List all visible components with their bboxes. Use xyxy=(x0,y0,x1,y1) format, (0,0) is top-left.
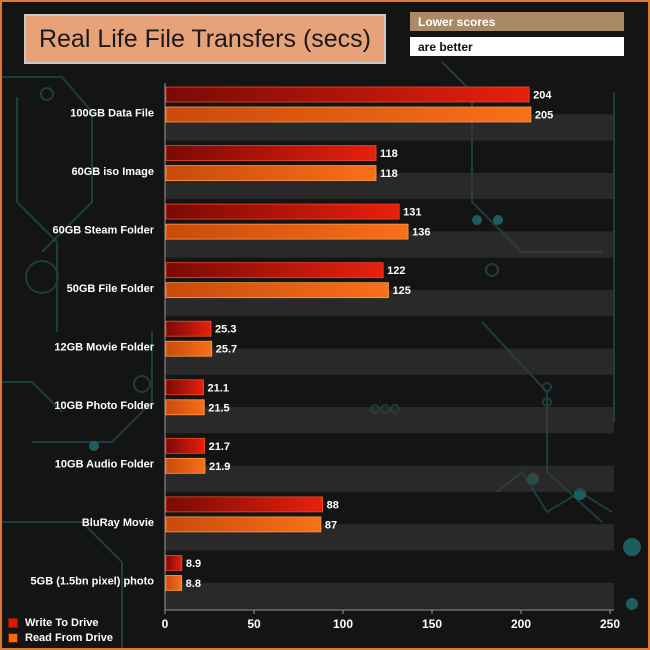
value-label-write: 25.3 xyxy=(215,324,236,336)
value-label-read: 25.7 xyxy=(216,344,237,356)
value-label-write: 21.7 xyxy=(209,441,230,453)
value-label-write: 204 xyxy=(533,90,552,102)
legend-swatch-write xyxy=(8,617,18,628)
bar-read xyxy=(165,165,377,181)
category-label: 50GB File Folder xyxy=(67,283,155,295)
bar-write xyxy=(165,86,530,103)
bar-write xyxy=(165,145,377,161)
category-label: 5GB (1.5bn pixel) photo xyxy=(31,576,155,588)
value-label-write: 131 xyxy=(403,207,421,219)
value-label-read: 21.5 xyxy=(208,402,229,414)
category-label: 12GB Movie Folder xyxy=(54,342,154,354)
category-band xyxy=(165,407,614,434)
x-tick-label: 200 xyxy=(511,617,531,631)
x-tick-label: 250 xyxy=(600,617,620,631)
legend-label-write: Write To Drive xyxy=(25,616,99,629)
value-label-write: 8.9 xyxy=(186,558,201,570)
bar-read xyxy=(165,457,206,474)
bar-write xyxy=(165,555,183,571)
bar-write xyxy=(165,262,384,279)
x-tick-label: 0 xyxy=(162,617,169,631)
bar-write xyxy=(165,379,204,396)
category-label: 10GB Audio Folder xyxy=(55,459,155,471)
value-label-read: 21.9 xyxy=(209,461,230,473)
category-band xyxy=(165,582,614,609)
category-label: BluRay Movie xyxy=(82,517,154,529)
note-lower-scores: Lower scores xyxy=(410,12,624,31)
value-label-read: 118 xyxy=(380,168,398,180)
value-label-write: 118 xyxy=(380,148,398,160)
value-label-read: 8.8 xyxy=(186,578,201,590)
value-label-read: 125 xyxy=(393,285,411,297)
bar-read xyxy=(165,575,183,591)
bar-read xyxy=(165,340,213,357)
category-band xyxy=(165,348,614,375)
legend-label-read: Read From Drive xyxy=(25,631,114,644)
category-label: 100GB Data File xyxy=(70,107,154,119)
bar-read xyxy=(165,399,205,416)
bar-read xyxy=(165,223,409,240)
legend: Write To Drive Read From Drive xyxy=(8,615,113,645)
category-band xyxy=(165,465,614,492)
x-tick-label: 100 xyxy=(333,617,353,631)
bar-write xyxy=(165,320,212,337)
value-label-write: 88 xyxy=(327,499,339,511)
value-label-write: 21.1 xyxy=(208,382,229,394)
value-label-write: 122 xyxy=(387,265,405,277)
legend-item-write: Write To Drive xyxy=(8,615,113,630)
x-tick-label: 150 xyxy=(422,617,442,631)
bar-read xyxy=(165,106,532,123)
legend-item-read: Read From Drive xyxy=(8,630,113,645)
bar-write xyxy=(165,437,206,454)
value-label-read: 205 xyxy=(535,110,553,122)
bar-write xyxy=(165,496,324,513)
value-label-read: 87 xyxy=(325,519,337,531)
category-label: 60GB Steam Folder xyxy=(53,224,155,236)
note-are-better: are better xyxy=(410,37,624,56)
bar-read xyxy=(165,516,322,533)
x-tick-label: 50 xyxy=(247,617,261,631)
category-label: 60GB iso Image xyxy=(71,166,154,178)
bar-read xyxy=(165,282,389,299)
value-label-read: 136 xyxy=(412,227,430,239)
chart-title: Real Life File Transfers (secs) xyxy=(24,14,386,64)
category-label: 10GB Photo Folder xyxy=(54,400,154,412)
legend-swatch-read xyxy=(8,632,18,643)
bar-write xyxy=(165,203,400,220)
